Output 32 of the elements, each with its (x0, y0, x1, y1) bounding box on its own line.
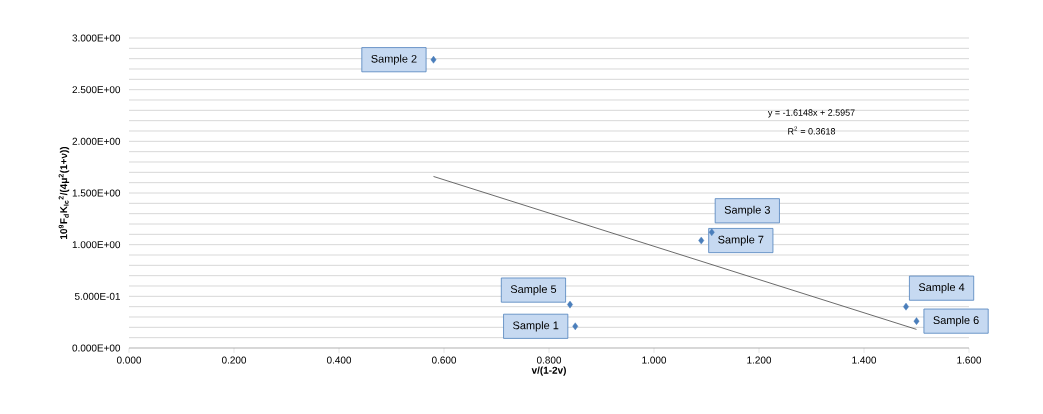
y-tick-label: 2.500E+00 (72, 86, 121, 94)
annotation: Sample 4 (918, 283, 965, 294)
annotation: y = -1.6148x + 2.5957 (767, 109, 855, 118)
x-tick-label: 1.600 (957, 356, 982, 364)
x-tick-label: 0.600 (431, 356, 457, 364)
annotation: Sample 7 (718, 235, 764, 246)
x-axis-title: v/(1-2v) (531, 366, 566, 376)
y-tick-label: 3.000E+00 (72, 34, 121, 42)
x-tick-label: 0.400 (326, 356, 352, 364)
x-tick-label: 0.800 (536, 356, 562, 364)
x-tick-label: 0.200 (221, 356, 247, 364)
y-tick-label: 1.500E+00 (72, 189, 121, 197)
annotation: Sample 6 (933, 316, 979, 327)
annotation: Sample 2 (371, 54, 417, 65)
point (698, 236, 705, 245)
text: 10$^{9}$F$_{d}$K$_{Ic}$$^{2}$/(4μ$^{2}$(1+ν)) (58, 146, 70, 239)
point (430, 55, 437, 64)
x-tick-label: 1.200 (747, 356, 772, 364)
x-tick-label: 0.000 (116, 356, 142, 364)
point (913, 317, 920, 325)
point (708, 228, 715, 237)
x-tick-label: 1.400 (852, 356, 877, 364)
annotation: Sample 1 (513, 321, 559, 332)
x-tick-label: 1.000 (642, 356, 667, 364)
point (572, 322, 579, 331)
annotation: Sample 3 (724, 205, 770, 216)
y-tick-label: 0.000E+00 (72, 344, 121, 352)
annotation: R$^{2}$ = 0.3618 (788, 126, 836, 135)
y-tick-label: 2.000E+00 (72, 137, 121, 145)
y-tick-label: 5.000E-01 (74, 292, 120, 300)
annotation: Sample 5 (510, 284, 557, 296)
y-tick-label: 1.000E+00 (72, 241, 121, 249)
